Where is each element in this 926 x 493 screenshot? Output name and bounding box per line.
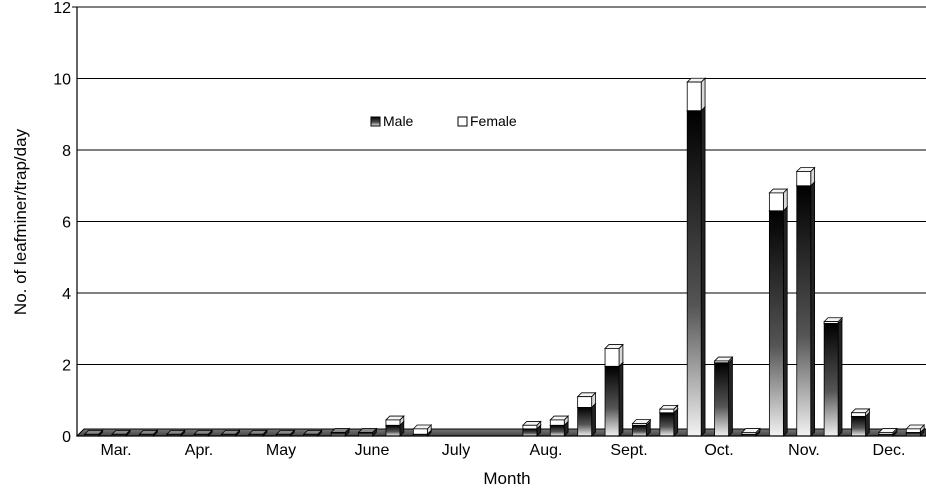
bar-male (302, 429, 323, 437)
bar-female (631, 418, 652, 427)
legend-female-label: Female (470, 113, 517, 129)
bar-female (877, 427, 898, 436)
bar-male (111, 429, 131, 437)
bar-male (248, 429, 268, 437)
x-tick-label: Nov. (788, 442, 820, 459)
bar-male (604, 361, 624, 437)
bar-female (576, 391, 597, 409)
bar-female (795, 166, 816, 187)
bar-male (357, 427, 378, 437)
bar-male (576, 402, 597, 437)
legend-male-label: Male (383, 113, 414, 129)
legend-female-swatch (457, 116, 468, 127)
x-tick-label: June (355, 442, 390, 459)
bar-male (165, 429, 186, 437)
bar-male (330, 427, 350, 437)
x-axis-title: Month (483, 469, 530, 488)
legend-male-swatch (370, 116, 381, 127)
bar-male (823, 318, 843, 437)
bars (83, 77, 926, 437)
axes (72, 6, 926, 437)
bar-female (384, 415, 405, 427)
x-tick-label: July (442, 442, 470, 459)
bar-female (549, 415, 570, 427)
bar-female (604, 343, 624, 368)
x-tick-label: May (266, 442, 296, 459)
bar-female (521, 420, 542, 430)
bar-female (686, 77, 707, 112)
x-tick-label: Mar. (100, 442, 131, 459)
bar-male (713, 357, 734, 437)
bar-female (850, 407, 871, 418)
bar-female (412, 424, 433, 436)
bar-female (741, 427, 761, 436)
y-tick-label: 2 (62, 358, 71, 375)
bar-female (713, 356, 734, 364)
x-tick-labels: Mar. Apr. May June July Aug. Sept. Oct. Nov. Dec. (100, 442, 905, 459)
bar-female (658, 404, 679, 414)
x-tick-label: Apr. (185, 442, 213, 459)
bar-male (686, 105, 707, 437)
y-tick-label: 12 (53, 0, 71, 17)
y-tick-label: 4 (62, 286, 71, 303)
y-tick-label: 8 (62, 143, 71, 160)
x-tick-label: Sept. (610, 442, 647, 459)
legend: Male Female (370, 113, 517, 129)
y-tick-label: 0 (62, 429, 71, 446)
bar-male (768, 205, 789, 437)
bar-male (275, 429, 296, 437)
bar-male (83, 429, 104, 437)
bar-male (138, 429, 159, 437)
x-tick-label: Dec. (873, 442, 906, 459)
x-tick-label: Oct. (704, 442, 733, 459)
y-axis-title: No. of leafminer/trap/day (11, 128, 30, 315)
bar-female (905, 424, 926, 434)
x-tick-label: Aug. (530, 442, 563, 459)
bar-male (795, 180, 816, 437)
bar-male (220, 429, 241, 437)
y-tick-label: 6 (62, 215, 71, 232)
y-tick-label: 10 (53, 72, 71, 89)
bar-male (193, 429, 214, 437)
bar-female (823, 316, 843, 325)
bar-female (768, 188, 789, 212)
y-tick-labels: 0 2 4 6 8 10 12 (53, 0, 71, 446)
